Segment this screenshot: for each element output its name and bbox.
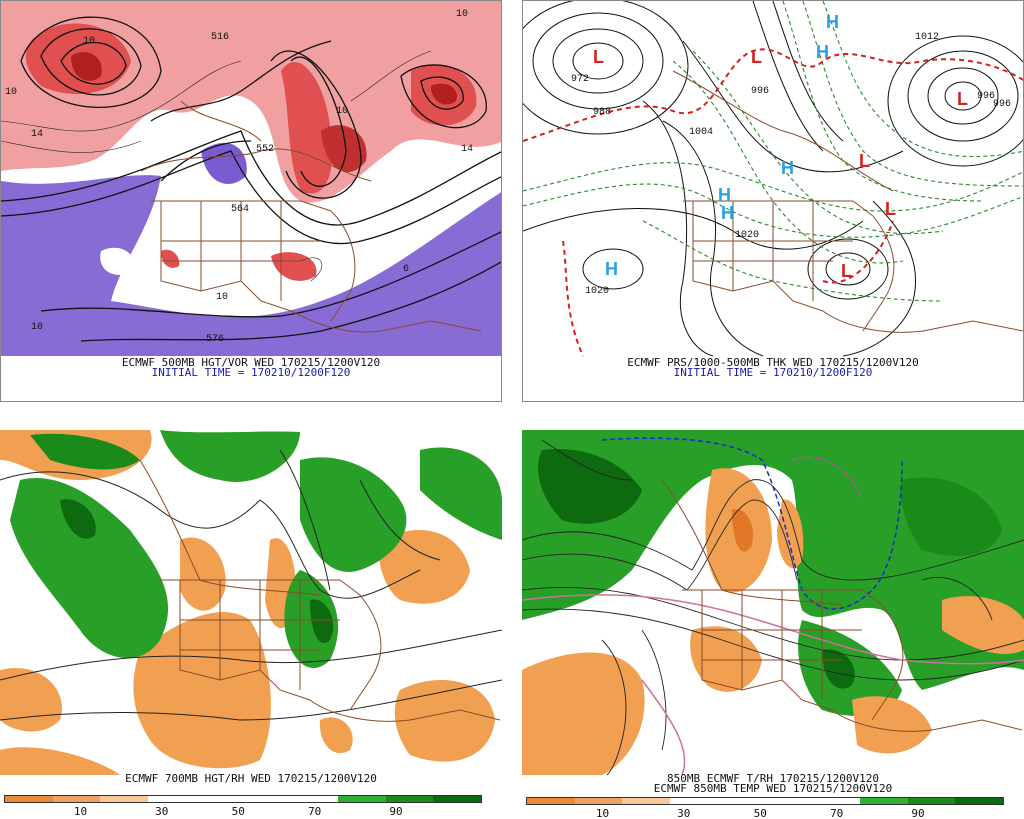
high-marker-1: H: [826, 12, 839, 32]
subtitle-500mb: INITIAL TIME = 170210/1200F120: [151, 366, 351, 379]
map-700mb: [0, 430, 502, 775]
label-500mb-3: 10: [5, 87, 17, 98]
title-500mb: ECMWF 500MB HGT/VOR WED 170215/1200V120: [121, 356, 381, 369]
high-marker-5: H: [605, 259, 618, 279]
isobar-label-5: 1012: [915, 32, 939, 43]
panel-mslp-thickness: H H H H H H L L L L L L 972 988 996 1004…: [522, 0, 1024, 402]
title-850mb-2: ECMWF 850MB TEMP WED 170215/1200V120: [653, 782, 893, 795]
label-500mb-12: 14: [461, 144, 473, 155]
label-500mb-6: 14: [31, 129, 43, 140]
label-500mb-9: 10: [216, 292, 228, 303]
isobar-label-7: 1020: [585, 286, 609, 297]
panel-500mb-hgt-vor: 10 516 10 10 552 14 564 576 10 10 10 14 …: [0, 0, 502, 402]
isobar-label-1: 972: [571, 74, 589, 85]
scale-tick-30: 30: [677, 807, 691, 819]
label-500mb-13: 6: [403, 264, 409, 275]
isobar-label-9: 996: [993, 99, 1011, 110]
label-500mb-1: 10: [83, 36, 95, 47]
low-marker-5: L: [841, 261, 852, 281]
high-marker-4: H: [721, 203, 734, 223]
map-500mb: 10 516 10 10 552 14 564 576 10 10 10 14 …: [1, 1, 501, 356]
panel-850mb-t-rh: 850MB ECMWF T/RH 170215/1200V120 ECMWF 8…: [522, 420, 1024, 819]
label-500mb-8: 576: [206, 334, 224, 345]
isobar-label-3: 996: [751, 86, 769, 97]
rh-scale-bar-850: [526, 797, 1004, 805]
map-850mb: [522, 430, 1024, 776]
low-marker-1: L: [593, 47, 604, 67]
isobar-label-2: 988: [593, 107, 611, 118]
high-marker-6: H: [718, 185, 731, 205]
isobar-label-6: 1020: [735, 230, 759, 241]
scale-tick-70: 70: [308, 805, 322, 818]
subtitle-mslp: INITIAL TIME = 170210/1200F120: [673, 366, 873, 379]
title-850mb-1: 850MB ECMWF T/RH 170215/1200V120: [667, 772, 879, 785]
scale-tick-10: 10: [595, 807, 610, 819]
label-500mb-2: 516: [211, 32, 229, 43]
rh-scale-bar-700: [4, 795, 482, 803]
rh-color-scale-700: 10 30 50 70 90: [4, 795, 482, 818]
label-500mb-4: 10: [336, 106, 348, 117]
title-mslp: ECMWF PRS/1000-500MB THK WED 170215/1200…: [627, 356, 919, 369]
scale-tick-90: 90: [389, 805, 403, 818]
low-marker-2: L: [751, 47, 762, 67]
title-700mb: ECMWF 700MB HGT/RH WED 170215/1200V120: [125, 772, 377, 785]
map-mslp: H H H H H H L L L L L L 972 988 996 1004…: [523, 1, 1023, 357]
low-marker-4: L: [859, 151, 870, 171]
scale-tick-70: 70: [830, 807, 844, 819]
rh-color-scale-850: 10 30 50 70 90: [526, 797, 1004, 819]
label-500mb-10: 10: [456, 9, 468, 20]
high-marker-3: H: [781, 158, 794, 178]
low-marker-6: L: [885, 199, 896, 219]
low-marker-3: L: [957, 89, 968, 109]
panel-700mb-hgt-rh: ECMWF 700MB HGT/RH WED 170215/1200V120 1…: [0, 420, 502, 819]
label-500mb-11: 10: [31, 322, 43, 333]
scale-tick-10: 10: [73, 805, 88, 818]
isobar-label-4: 1004: [689, 127, 713, 138]
scale-tick-50: 50: [753, 807, 767, 819]
scale-tick-50: 50: [231, 805, 245, 818]
label-500mb-5: 552: [256, 144, 274, 155]
scale-tick-30: 30: [155, 805, 169, 818]
label-500mb-7: 564: [231, 204, 249, 215]
high-marker-2: H: [816, 42, 829, 62]
scale-tick-90: 90: [911, 807, 925, 819]
isobar-label-8: 996: [977, 91, 995, 102]
